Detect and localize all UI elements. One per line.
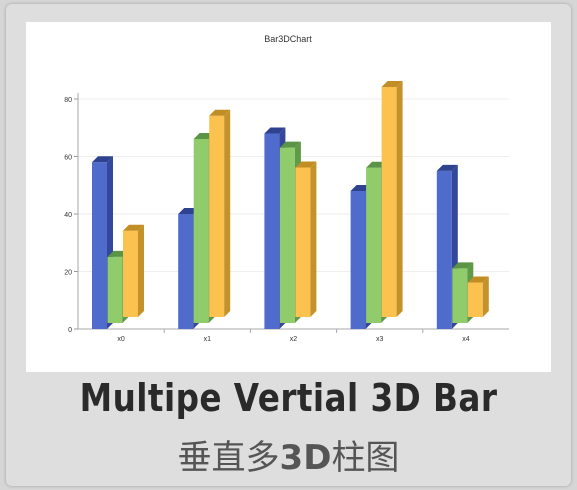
bars xyxy=(92,81,489,329)
bar-top xyxy=(279,141,301,148)
bar-3d-chart: Bar3DChart 0 20 40 60 80 x0 x1 x2 x3 x4 xyxy=(64,34,509,343)
caption-zh-part-2: 3D xyxy=(279,438,332,478)
bar-front xyxy=(366,167,382,323)
bar-front xyxy=(178,214,194,329)
bar-side xyxy=(138,224,144,317)
bar-front xyxy=(107,256,123,323)
bar-front xyxy=(467,282,483,317)
bar-top xyxy=(436,164,458,171)
y-tick-label: 20 xyxy=(64,270,72,277)
bar-side xyxy=(224,109,231,317)
chart-title: Bar3DChart xyxy=(264,34,312,44)
bar xyxy=(123,224,144,317)
bar-front xyxy=(193,139,209,323)
bar-top xyxy=(381,81,403,87)
bar-top xyxy=(264,127,286,134)
caption-zh-part-3: 柱图 xyxy=(331,438,400,478)
x-tick-label: x1 xyxy=(204,336,212,343)
x-tick-label: x2 xyxy=(290,336,298,343)
bar-top xyxy=(123,224,144,231)
bar-front xyxy=(279,147,295,323)
bar-front xyxy=(452,268,468,323)
bar-front xyxy=(295,167,311,317)
x-tick-label: x4 xyxy=(462,336,470,343)
caption-title-english: Multipe Vertial 3D Bar xyxy=(79,376,498,420)
bar xyxy=(381,81,403,317)
bar-top xyxy=(209,109,231,116)
bar-front xyxy=(209,115,225,317)
caption-zh-part-1: 垂直多 xyxy=(177,438,280,478)
caption-title-chinese: 垂直多3D柱图 xyxy=(0,430,577,479)
tick-labels: 0 20 40 60 80 x0 x1 x2 x3 x4 xyxy=(64,97,469,343)
x-tick-label: x3 xyxy=(376,336,384,343)
bar-front xyxy=(123,230,138,317)
bar xyxy=(209,109,231,317)
bar xyxy=(467,276,489,317)
y-tick-label: 0 xyxy=(68,327,72,334)
bar-side xyxy=(396,81,403,317)
bar-top xyxy=(452,262,474,269)
bar-side xyxy=(310,161,317,317)
bar-front xyxy=(436,170,452,329)
bar xyxy=(436,164,458,329)
y-tick-label: 80 xyxy=(64,97,72,104)
bar-top xyxy=(92,156,113,163)
bar xyxy=(295,161,317,317)
chart-panel: Bar3DChart 0 20 40 60 80 x0 x1 x2 x3 x4 xyxy=(26,22,551,372)
bar-front xyxy=(350,191,366,329)
bar-top xyxy=(295,161,317,168)
bar-front xyxy=(264,133,280,329)
bar-front xyxy=(92,162,107,329)
x-tick-label: x0 xyxy=(117,336,125,343)
bar-top xyxy=(467,276,489,283)
bar-front xyxy=(381,87,397,317)
bar-side xyxy=(482,276,489,317)
y-tick-label: 40 xyxy=(64,212,72,219)
y-tick-label: 60 xyxy=(64,155,72,162)
